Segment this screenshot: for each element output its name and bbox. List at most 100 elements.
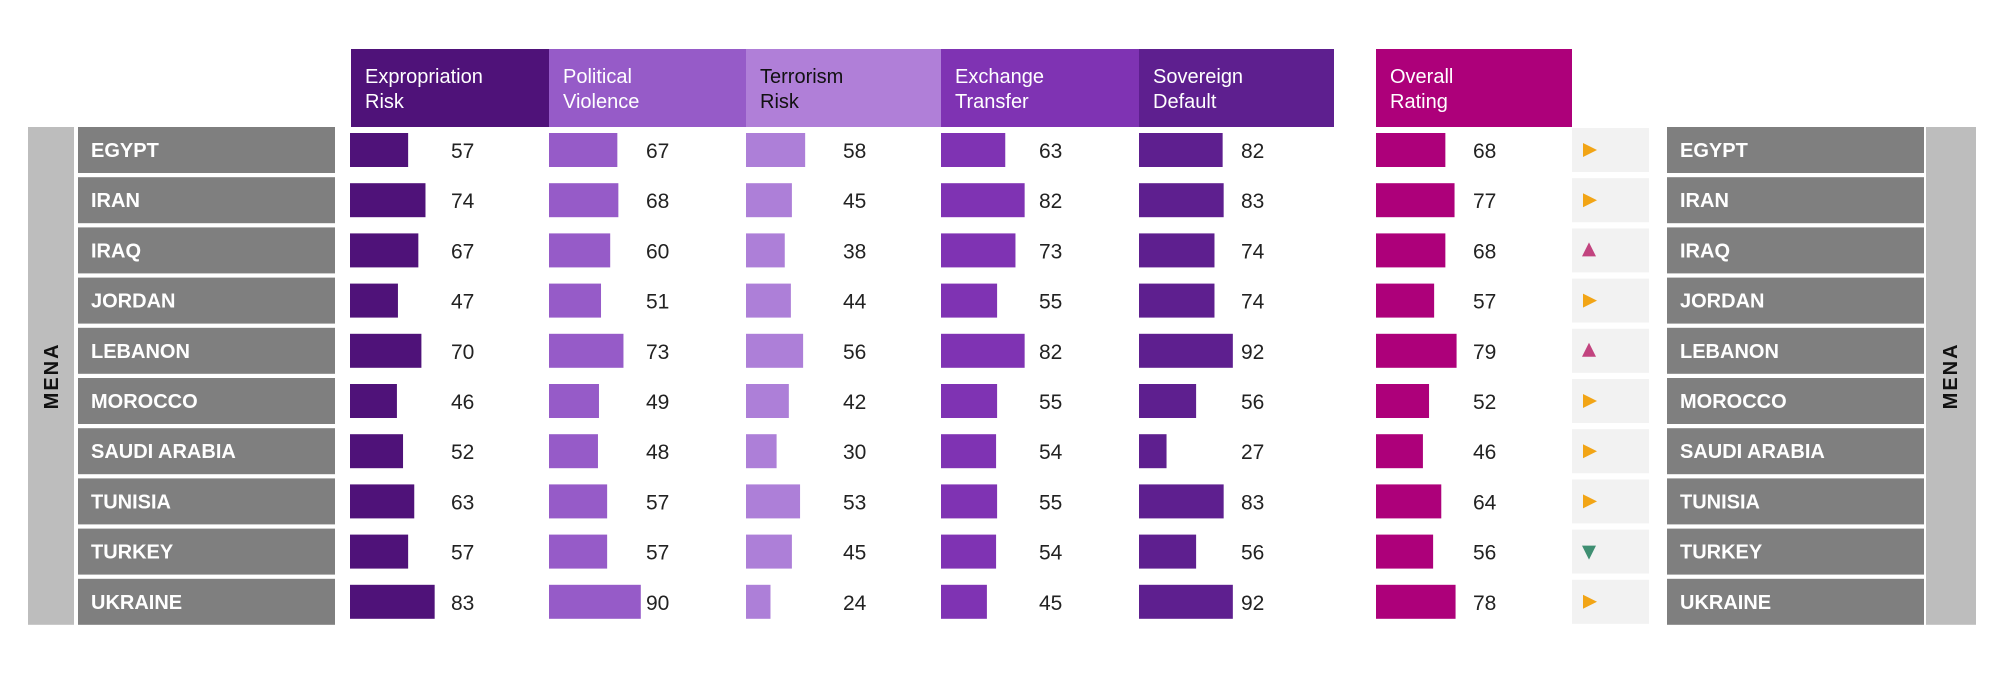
bar xyxy=(350,233,419,268)
bar xyxy=(1139,233,1215,268)
trend-right-icon xyxy=(1583,143,1597,157)
value-label: 27 xyxy=(1241,441,1264,464)
header-label-0-0: Expropriation xyxy=(365,66,483,88)
country-cell-left xyxy=(78,277,335,324)
bar xyxy=(941,534,997,569)
trend-up-icon xyxy=(1582,342,1596,357)
value-label: 82 xyxy=(1039,190,1062,213)
value-label: 64 xyxy=(1473,491,1497,514)
country-cell-left xyxy=(78,428,335,475)
country-cell-left xyxy=(78,327,335,374)
value-label: 45 xyxy=(843,542,866,565)
value-label: 70 xyxy=(451,341,474,364)
value-label: 83 xyxy=(1241,190,1264,213)
bar xyxy=(549,484,608,519)
bar xyxy=(1139,534,1197,569)
trend-cell xyxy=(1572,529,1649,574)
bar xyxy=(1376,484,1442,519)
value-label: 83 xyxy=(1241,491,1264,514)
country-cell-right xyxy=(1667,177,1924,224)
country-label-left: TUNISIA xyxy=(91,491,171,513)
value-label: 92 xyxy=(1241,341,1264,364)
value-label: 45 xyxy=(843,190,866,213)
country-label-right: IRAQ xyxy=(1680,240,1730,262)
header-label-5-0: Overall xyxy=(1390,66,1453,88)
country-label-right: IRAN xyxy=(1680,190,1729,212)
value-label: 67 xyxy=(451,240,474,263)
country-label-right: SAUDI ARABIA xyxy=(1680,441,1825,463)
header-label-3-1: Transfer xyxy=(955,91,1029,113)
bar xyxy=(350,584,435,619)
value-label: 77 xyxy=(1473,190,1496,213)
bar xyxy=(1139,133,1223,167)
bar xyxy=(941,233,1016,268)
bar xyxy=(746,333,804,368)
bar xyxy=(1376,233,1446,268)
trend-right-icon xyxy=(1583,394,1597,408)
bar xyxy=(549,133,618,167)
country-cell-right xyxy=(1667,327,1924,374)
header-label-4-1: Default xyxy=(1153,91,1217,113)
country-label-left: SAUDI ARABIA xyxy=(91,441,236,463)
header-label-1-0: Political xyxy=(563,66,632,88)
bar xyxy=(941,283,998,318)
bar xyxy=(746,283,791,318)
country-cell-left xyxy=(78,378,335,424)
bar xyxy=(746,534,792,569)
country-label-left: EGYPT xyxy=(91,140,159,162)
value-label: 51 xyxy=(646,291,669,314)
country-cell-right xyxy=(1667,277,1924,324)
country-cell-right xyxy=(1667,227,1924,274)
country-label-left: IRAN xyxy=(91,190,140,212)
country-label-left: IRAQ xyxy=(91,240,141,262)
value-label: 57 xyxy=(646,491,669,514)
header-label-1-1: Violence xyxy=(563,91,639,113)
bar xyxy=(1376,133,1446,167)
bar xyxy=(746,233,785,268)
value-label: 54 xyxy=(1039,542,1063,565)
bar xyxy=(1376,283,1435,318)
bar xyxy=(549,183,619,218)
header-4 xyxy=(1139,49,1334,127)
country-cell-right xyxy=(1667,578,1924,625)
country-cell-right xyxy=(1667,127,1924,173)
trend-cell xyxy=(1572,328,1649,373)
trend-right-icon xyxy=(1583,494,1597,509)
value-label: 38 xyxy=(843,240,866,263)
header-0 xyxy=(351,49,549,127)
value-label: 30 xyxy=(843,441,866,464)
country-label-left: TURKEY xyxy=(91,542,174,564)
country-label-right: UKRAINE xyxy=(1680,592,1771,614)
header-label-4-0: Sovereign xyxy=(1153,66,1243,88)
bar xyxy=(1376,384,1430,418)
value-label: 67 xyxy=(646,140,669,163)
bar xyxy=(549,534,608,569)
bar xyxy=(1376,333,1457,368)
value-label: 57 xyxy=(646,542,669,565)
bar xyxy=(549,333,624,368)
country-label-right: EGYPT xyxy=(1680,140,1748,162)
value-label: 73 xyxy=(646,341,669,364)
value-label: 74 xyxy=(1241,240,1265,263)
value-label: 47 xyxy=(451,291,474,314)
bar xyxy=(941,333,1025,368)
bar xyxy=(746,183,792,218)
bar xyxy=(746,384,789,418)
country-cell-left xyxy=(78,177,335,224)
value-label: 46 xyxy=(451,391,474,414)
value-label: 79 xyxy=(1473,341,1496,364)
country-cell-right xyxy=(1667,528,1924,575)
value-label: 52 xyxy=(451,441,474,464)
bar xyxy=(941,133,1006,167)
bar xyxy=(350,133,409,167)
value-label: 48 xyxy=(646,441,669,464)
bar xyxy=(1376,434,1423,469)
country-label-right: MOROCCO xyxy=(1680,391,1787,413)
bar xyxy=(941,384,998,418)
country-cell-left xyxy=(78,578,335,625)
bar xyxy=(350,333,422,368)
value-label: 55 xyxy=(1039,491,1062,514)
value-label: 78 xyxy=(1473,592,1496,615)
bar xyxy=(350,384,397,418)
